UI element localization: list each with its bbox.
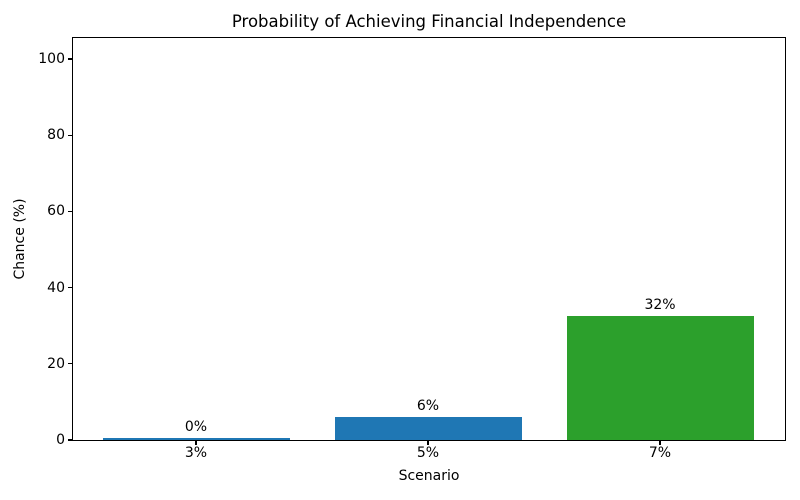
- bar: [102, 438, 290, 440]
- y-tick-label: 80: [47, 127, 65, 144]
- x-tick-label: 7%: [648, 445, 672, 461]
- chart-title: Probability of Achieving Financial Indep…: [231, 12, 627, 31]
- x-tick-label: 3%: [184, 445, 208, 461]
- plot-area: 0 20 40 60 80 100 0% 3% 6% 5% 32% 7%: [38, 37, 786, 461]
- y-tick-label: 100: [38, 50, 65, 67]
- y-tick-mark: [68, 210, 72, 212]
- y-tick-mark: [68, 439, 72, 441]
- bar: [566, 316, 754, 440]
- bar-value-label: 32%: [644, 297, 676, 313]
- x-tick-mark: [427, 441, 429, 445]
- x-tick-label: 5%: [416, 445, 440, 461]
- y-tick-mark: [68, 363, 72, 365]
- x-tick-mark: [659, 441, 661, 445]
- y-tick-label: 0: [56, 432, 65, 448]
- y-tick-label: 20: [47, 355, 65, 372]
- y-tick-mark: [68, 286, 72, 289]
- y-tick-mark: [68, 134, 72, 136]
- y-tick-label: 40: [47, 279, 65, 296]
- y-tick-label: 60: [47, 203, 65, 220]
- bar: [334, 417, 522, 440]
- x-tick-mark: [195, 441, 197, 445]
- x-axis-title: Scenario: [398, 468, 460, 484]
- bar-value-label: 6%: [416, 398, 440, 414]
- y-axis-title: Chance (%): [12, 198, 28, 280]
- bar-value-label: 0%: [184, 419, 208, 435]
- y-tick-mark: [68, 58, 72, 60]
